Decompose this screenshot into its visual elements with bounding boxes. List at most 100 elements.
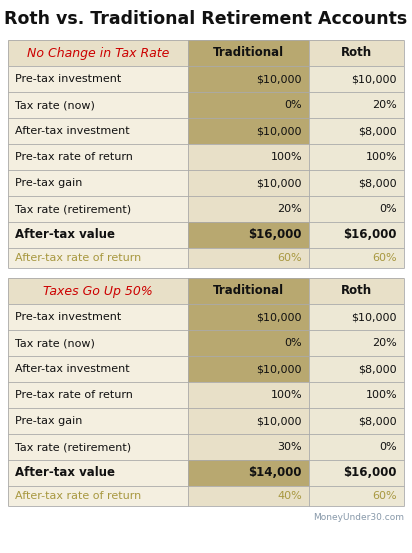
Bar <box>8 66 188 92</box>
Text: Tax rate (now): Tax rate (now) <box>15 338 95 348</box>
Bar <box>8 248 188 268</box>
Text: Pre-tax rate of return: Pre-tax rate of return <box>15 152 133 162</box>
Text: $8,000: $8,000 <box>358 126 397 136</box>
Bar <box>309 382 404 408</box>
Bar <box>309 356 404 382</box>
Bar <box>188 486 309 506</box>
Bar <box>8 434 188 460</box>
Bar <box>188 222 309 248</box>
Text: $10,000: $10,000 <box>257 416 302 426</box>
Text: 0%: 0% <box>284 338 302 348</box>
Text: 20%: 20% <box>372 338 397 348</box>
Bar <box>188 196 309 222</box>
Text: 100%: 100% <box>270 390 302 400</box>
Bar <box>188 278 309 304</box>
Text: After-tax rate of return: After-tax rate of return <box>15 491 141 501</box>
Text: $8,000: $8,000 <box>358 178 397 188</box>
Text: After-tax rate of return: After-tax rate of return <box>15 253 141 263</box>
Bar <box>188 40 309 66</box>
Bar <box>188 382 309 408</box>
Text: 100%: 100% <box>365 390 397 400</box>
Text: Pre-tax gain: Pre-tax gain <box>15 416 82 426</box>
Bar <box>309 304 404 330</box>
Bar <box>309 118 404 144</box>
Text: Roth vs. Traditional Retirement Accounts: Roth vs. Traditional Retirement Accounts <box>5 10 407 28</box>
Text: Traditional: Traditional <box>213 284 284 298</box>
Text: $16,000: $16,000 <box>344 467 397 479</box>
Text: Pre-tax gain: Pre-tax gain <box>15 178 82 188</box>
Text: $10,000: $10,000 <box>257 126 302 136</box>
Bar <box>309 144 404 170</box>
Text: No Change in Tax Rate: No Change in Tax Rate <box>27 46 169 60</box>
Bar <box>188 460 309 486</box>
Text: Pre-tax rate of return: Pre-tax rate of return <box>15 390 133 400</box>
Text: Roth: Roth <box>341 46 372 60</box>
Bar <box>188 66 309 92</box>
Text: $10,000: $10,000 <box>257 312 302 322</box>
Bar <box>8 170 188 196</box>
Text: After-tax investment: After-tax investment <box>15 126 130 136</box>
Bar <box>188 304 309 330</box>
Text: Pre-tax investment: Pre-tax investment <box>15 312 121 322</box>
Bar <box>8 92 188 118</box>
Bar <box>8 196 188 222</box>
Bar <box>188 408 309 434</box>
Text: Tax rate (retirement): Tax rate (retirement) <box>15 442 131 452</box>
Bar <box>309 222 404 248</box>
Bar <box>8 40 188 66</box>
Bar <box>188 118 309 144</box>
Text: $16,000: $16,000 <box>344 228 397 242</box>
Text: $10,000: $10,000 <box>351 312 397 322</box>
Text: After-tax value: After-tax value <box>15 228 115 242</box>
Bar <box>309 92 404 118</box>
Bar <box>8 304 188 330</box>
Bar <box>8 486 188 506</box>
Text: $10,000: $10,000 <box>351 74 397 84</box>
Text: 60%: 60% <box>277 253 302 263</box>
Bar <box>309 408 404 434</box>
Bar <box>309 330 404 356</box>
Text: Taxes Go Up 50%: Taxes Go Up 50% <box>43 284 153 298</box>
Text: $8,000: $8,000 <box>358 416 397 426</box>
Bar <box>8 222 188 248</box>
Bar <box>309 170 404 196</box>
Text: 100%: 100% <box>270 152 302 162</box>
Bar <box>8 460 188 486</box>
Bar <box>309 40 404 66</box>
Text: 0%: 0% <box>284 100 302 110</box>
Text: Roth: Roth <box>341 284 372 298</box>
Text: 20%: 20% <box>277 204 302 214</box>
Bar <box>8 408 188 434</box>
Text: 60%: 60% <box>372 253 397 263</box>
Text: 0%: 0% <box>379 204 397 214</box>
Bar <box>8 356 188 382</box>
Bar <box>0 0 412 38</box>
Bar <box>309 460 404 486</box>
Bar <box>309 248 404 268</box>
Text: 100%: 100% <box>365 152 397 162</box>
Bar <box>309 196 404 222</box>
Text: MoneyUnder30.com: MoneyUnder30.com <box>313 513 404 521</box>
Text: $10,000: $10,000 <box>257 178 302 188</box>
Text: $8,000: $8,000 <box>358 364 397 374</box>
Bar <box>188 356 309 382</box>
Text: 40%: 40% <box>277 491 302 501</box>
Bar <box>8 278 188 304</box>
Text: $16,000: $16,000 <box>248 228 302 242</box>
Bar <box>309 278 404 304</box>
Bar <box>188 170 309 196</box>
Text: $10,000: $10,000 <box>257 364 302 374</box>
Text: Traditional: Traditional <box>213 46 284 60</box>
Bar <box>8 144 188 170</box>
Bar <box>188 92 309 118</box>
Text: Pre-tax investment: Pre-tax investment <box>15 74 121 84</box>
Bar <box>8 382 188 408</box>
Bar <box>188 144 309 170</box>
Text: 0%: 0% <box>379 442 397 452</box>
Bar <box>309 486 404 506</box>
Text: After-tax value: After-tax value <box>15 467 115 479</box>
Text: Tax rate (retirement): Tax rate (retirement) <box>15 204 131 214</box>
Text: Tax rate (now): Tax rate (now) <box>15 100 95 110</box>
Bar <box>8 118 188 144</box>
Text: $14,000: $14,000 <box>248 467 302 479</box>
